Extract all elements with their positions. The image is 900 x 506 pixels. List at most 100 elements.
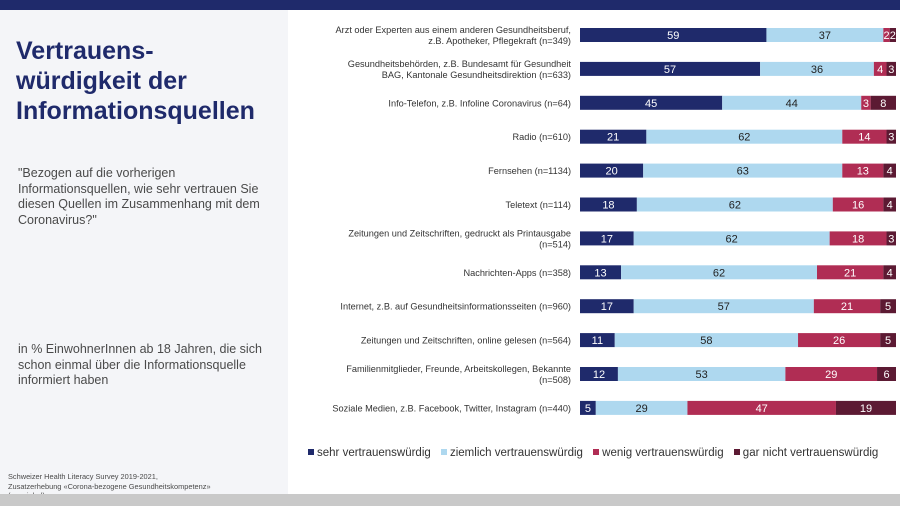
category-label: Familienmitglieder, Freunde, Arbeitskoll… [346,364,571,385]
bar-segment-wenig [842,163,884,178]
bar-value-label: 5 [885,301,891,313]
bar-segment-gar-nicht [835,400,896,415]
bar-value-label: 21 [841,301,853,313]
bar-segment-ziemlich [614,333,799,348]
top-accent-bar [0,0,900,10]
legend-item-ziemlich: ziemlich vertrauenswürdig [440,447,583,459]
left-info-panel: Vertrauens- würdigkeit der Informationsq… [0,10,288,500]
bar-value-label: 3 [888,233,894,245]
bar-value-label: 63 [737,166,749,178]
bar-segment-sehr [580,95,723,110]
bar-segment-gar-nicht [883,197,896,212]
category-label-line: Radio (n=610) [513,132,571,142]
category-label-line: Internet, z.B. auf Gesundheitsinformatio… [340,302,571,312]
bar-segment-ziemlich [595,400,688,415]
category-label-line: Gesundheitsbehörden, z.B. Bundesamt für … [348,59,572,69]
bar-segment-wenig [829,231,887,246]
bar-value-label: 58 [700,335,712,347]
bar-value-label: 4 [877,64,883,76]
bar-segment-sehr [580,231,634,246]
category-label-line: Zeitungen und Zeitschriften, gedruckt al… [348,228,571,238]
bar-segment-gar-nicht [886,61,896,76]
legend-item-gar-nicht: gar nicht vertrauenswürdig [733,447,879,459]
bar-value-label: 29 [825,369,837,381]
bar-value-label: 3 [888,132,894,144]
bar-value-label: 53 [696,369,708,381]
category-label: Soziale Medien, z.B. Facebook, Twitter, … [332,403,571,413]
bar-value-label: 21 [844,267,856,279]
bar-value-label: 59 [667,30,679,42]
bar-value-label: 18 [852,233,864,245]
legend-label-sehr: sehr vertrauenswürdig [317,447,431,459]
bar-segment-wenig [861,95,871,110]
bar-value-label: 47 [756,403,768,415]
bar-segment-sehr [580,333,615,348]
legend-swatch-wenig [593,449,600,455]
category-label-line: Arzt oder Experten aus einem anderen Ges… [336,25,571,35]
category-label-line: BAG, Kantonale Gesundheitsdirektion (n=6… [382,70,571,80]
bar-value-label: 12 [593,369,605,381]
bar-segment-gar-nicht [877,367,896,381]
bar-segment-gar-nicht [880,299,896,314]
legend-swatch-sehr [308,449,314,455]
bar-value-label: 62 [726,233,738,245]
bar-value-label: 2 [883,30,889,42]
bar-segment-ziemlich [633,231,830,246]
category-label: Arzt oder Experten aus einem anderen Ges… [336,25,571,46]
bar-value-label: 44 [786,98,798,110]
bar-segment-sehr [580,265,622,280]
bar-segment-sehr [580,197,637,212]
bar-segment-gar-nicht [870,95,896,110]
bar-segment-sehr [580,129,647,144]
bar-value-label: 17 [601,233,613,245]
bar-segment-wenig [832,197,884,212]
bar-value-label: 62 [729,200,741,212]
bar-value-label: 62 [738,132,750,144]
bar-segment-ziemlich [617,367,786,381]
bar-segment-ziemlich [633,299,814,314]
bar-segment-wenig [687,400,836,415]
bar-value-label: 3 [863,98,869,110]
category-label-line: Nachrichten-Apps (n=358) [463,268,571,278]
category-label: Info-Telefon, z.B. Infoline Coronavirus … [388,98,571,108]
category-label: Internet, z.B. auf Gesundheitsinformatio… [340,302,571,312]
bar-segment-gar-nicht [886,129,896,144]
survey-question: "Bezogen auf die vorherigen Informations… [18,166,260,227]
category-label: Zeitungen und Zeitschriften, gedruckt al… [348,228,571,249]
legend-label-gar-nicht: gar nicht vertrauenswürdig [742,447,879,459]
bar-value-label: 62 [713,267,725,279]
bar-value-label: 13 [857,166,869,178]
bar-segment-wenig [813,299,881,314]
category-label-line: (n=508) [539,375,571,385]
bar-value-label: 3 [888,64,894,76]
stacked-bar-chart: Arzt oder Experten aus einem anderen Ges… [332,25,896,415]
bar-segment-ziemlich [643,163,843,178]
bar-value-label: 4 [887,166,893,178]
bar-segment-ziemlich [636,197,833,212]
bar-value-label: 19 [860,403,872,415]
category-label-line: Info-Telefon, z.B. Infoline Coronavirus … [388,98,571,108]
bar-segment-ziemlich [760,61,874,76]
bar-segment-gar-nicht [889,28,896,42]
bar-value-label: 45 [645,98,657,110]
legend-swatch-gar-nicht [733,449,740,455]
bar-segment-gar-nicht [883,265,896,280]
bar-segment-wenig [873,61,887,76]
bar-value-label: 18 [602,200,614,212]
legend-swatch-ziemlich [440,449,447,455]
category-label: Teletext (n=114) [506,200,571,210]
legend-item-wenig: wenig vertrauenswürdig [593,447,724,459]
bar-segment-wenig [798,333,881,348]
category-label-line: Teletext (n=114) [506,200,571,210]
category-label: Radio (n=610) [513,132,571,142]
bar-segment-wenig [817,265,884,280]
bar-value-label: 4 [887,200,893,212]
bar-value-label: 36 [811,64,823,76]
bar-value-label: 13 [594,267,606,279]
bar-value-label: 20 [605,166,617,178]
bar-value-label: 37 [819,30,831,42]
bar-segment-ziemlich [646,129,843,144]
bar-segment-wenig [785,367,878,381]
bar-segment-sehr [580,163,644,178]
bar-segment-ziemlich [621,265,817,280]
